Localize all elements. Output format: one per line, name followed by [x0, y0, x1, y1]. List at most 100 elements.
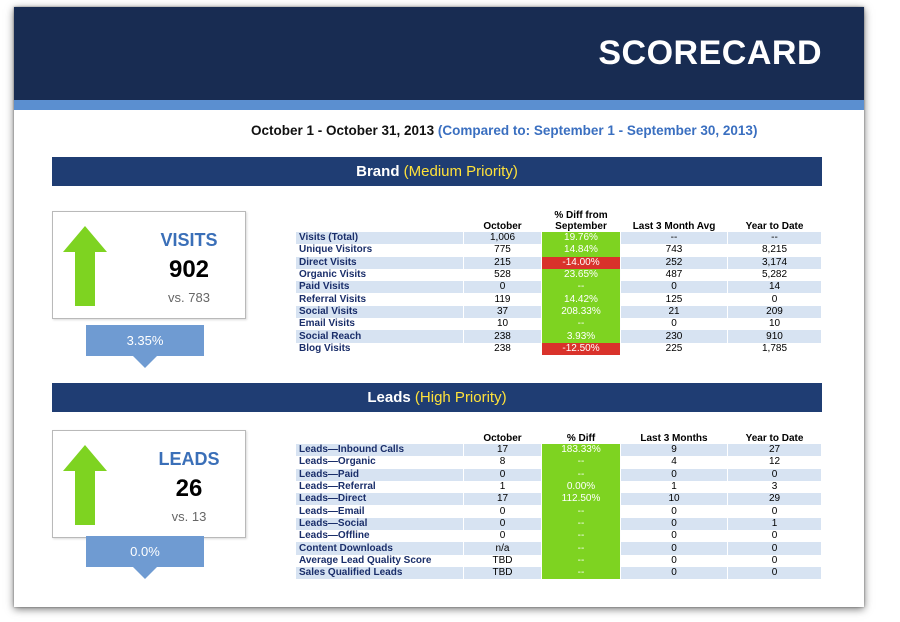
kpi-comparison: vs. 13	[171, 509, 207, 524]
ytd-value: 14	[727, 281, 822, 294]
october-value: 238	[463, 330, 542, 343]
change-box-leads: 0.0%	[86, 536, 204, 567]
table-row: Sales Qualified Leads TBD -- 0 0	[296, 566, 822, 580]
column-header: % Diff from September	[554, 210, 608, 232]
table-row: Leads—Direct 17 112.50% 10 29	[296, 493, 822, 506]
average-value: 1	[620, 480, 728, 494]
row-label: Leads—Paid	[296, 468, 464, 481]
current-period: October 1 - October 31, 2013	[251, 123, 435, 138]
ytd-value: 5,282	[727, 268, 822, 282]
compared-period: (Compared to: September 1 - September 30…	[437, 123, 758, 138]
table-row: Leads—Social 0 -- 0 1	[296, 517, 822, 531]
row-label: Leads—Direct	[296, 493, 464, 506]
table-row: Social Reach 238 3.93% 230 910	[296, 330, 822, 343]
table-row: Leads—Referral 1 0.00% 1 3	[296, 480, 822, 494]
column-header: October	[483, 221, 522, 232]
ytd-value: 10	[727, 318, 822, 331]
table-row: Blog Visits 238 -12.50% 225 1,785	[296, 342, 822, 355]
row-label: Paid Visits	[296, 281, 464, 294]
table-row: Leads—Paid 0 -- 0 0	[296, 468, 822, 481]
average-value: 743	[620, 244, 728, 257]
october-value: 17	[463, 493, 542, 506]
average-value: 0	[620, 542, 728, 555]
row-label: Referral Visits	[296, 293, 464, 306]
october-value: 0	[463, 281, 542, 294]
october-value: TBD	[463, 566, 542, 580]
down-arrow-icon	[133, 356, 157, 368]
header-bar: SCORECARD	[14, 7, 864, 100]
row-label: Leads—Offline	[296, 530, 464, 543]
october-value: 215	[463, 256, 542, 269]
table-row: Leads—Email 0 -- 0 0	[296, 505, 822, 518]
row-label: Social Visits	[296, 305, 464, 319]
diff-value: --	[541, 318, 621, 331]
average-value: 0	[620, 566, 728, 580]
column-header	[296, 433, 464, 444]
date-range: October 1 - October 31, 2013 (Compared t…	[251, 123, 757, 138]
kpi-card-visits: VISITS 902 vs. 783	[52, 211, 246, 319]
page-title: SCORECARD	[598, 34, 822, 72]
diff-value: --	[541, 517, 621, 531]
ytd-value: 27	[727, 444, 822, 457]
row-label: Organic Visits	[296, 268, 464, 282]
ytd-value: 0	[727, 505, 822, 518]
section-header-leads: Leads (High Priority)	[52, 383, 822, 412]
kpi-value: 902	[168, 256, 210, 283]
average-value: --	[620, 232, 728, 245]
october-value: 17	[463, 444, 542, 457]
row-label: Blog Visits	[296, 342, 464, 355]
column-header	[296, 210, 464, 232]
table-row: Leads—Inbound Calls 17 183.33% 9 27	[296, 444, 822, 457]
ytd-value: 0	[727, 566, 822, 580]
diff-value: 183.33%	[541, 444, 621, 457]
october-value: 0	[463, 517, 542, 531]
ytd-value: 209	[727, 305, 822, 319]
row-label: Leads—Organic	[296, 456, 464, 469]
down-arrow-icon	[133, 567, 157, 579]
october-value: 238	[463, 342, 542, 355]
october-value: 0	[463, 505, 542, 518]
kpi-label: LEADS	[158, 449, 220, 469]
section-title-brand: Brand	[356, 163, 400, 180]
october-value: 0	[463, 468, 542, 481]
table-row: Paid Visits 0 -- 0 14	[296, 281, 822, 294]
row-label: Leads—Social	[296, 517, 464, 531]
diff-value: --	[541, 566, 621, 580]
average-value: 487	[620, 268, 728, 282]
october-value: 8	[463, 456, 542, 469]
october-value: TBD	[463, 554, 542, 567]
brand-table: October % Diff from September Last 3 Mon…	[296, 210, 822, 355]
average-value: 0	[620, 468, 728, 481]
table-row: Visits (Total) 1,006 19.76% -- --	[296, 232, 822, 245]
diff-value: --	[541, 468, 621, 481]
average-value: 0	[620, 505, 728, 518]
table-row: Direct Visits 215 -14.00% 252 3,174	[296, 256, 822, 269]
change-box-visits: 3.35%	[86, 325, 204, 356]
table-header-row: October % Diff Last 3 Months Year to Dat…	[296, 433, 822, 444]
october-value: 775	[463, 244, 542, 257]
diff-value: -14.00%	[541, 256, 621, 269]
row-label: Social Reach	[296, 330, 464, 343]
diff-value: 14.84%	[541, 244, 621, 257]
october-value: 1,006	[463, 232, 542, 245]
average-value: 0	[620, 530, 728, 543]
diff-value: 3.93%	[541, 330, 621, 343]
row-label: Leads—Referral	[296, 480, 464, 494]
diff-value: 14.42%	[541, 293, 621, 306]
diff-value: --	[541, 281, 621, 294]
column-header: Last 3 Month Avg	[632, 221, 716, 232]
average-value: 10	[620, 493, 728, 506]
table-header-row: October % Diff from September Last 3 Mon…	[296, 210, 822, 232]
row-label: Content Downloads	[296, 542, 464, 555]
average-value: 9	[620, 444, 728, 457]
average-value: 252	[620, 256, 728, 269]
kpi-label: VISITS	[160, 230, 218, 250]
priority-brand: (Medium Priority)	[403, 163, 518, 180]
average-value: 0	[620, 554, 728, 567]
section-title-leads: Leads	[367, 389, 411, 406]
kpi-card-leads: LEADS 26 vs. 13	[52, 430, 246, 538]
average-value: 230	[620, 330, 728, 343]
leads-table: October % Diff Last 3 Months Year to Dat…	[296, 433, 822, 580]
october-value: n/a	[463, 542, 542, 555]
ytd-value: 0	[727, 530, 822, 543]
